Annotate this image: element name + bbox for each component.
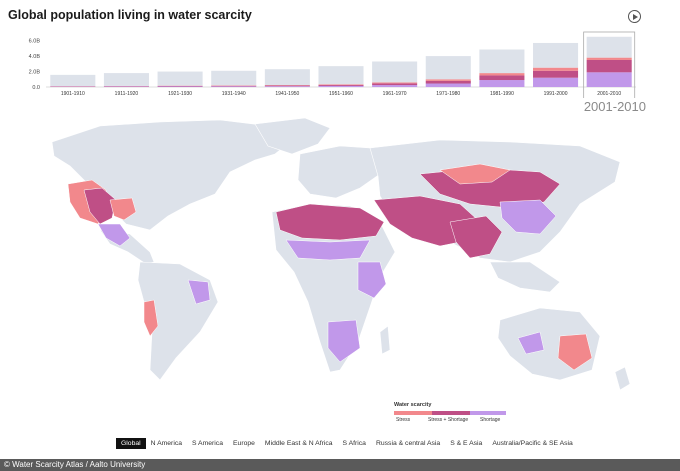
bar-shortage-1921-1930[interactable] (157, 86, 203, 87)
y-tick-label: 0.0 (32, 85, 40, 91)
tab-s-e-asia[interactable]: S & E Asia (450, 440, 483, 447)
x-tick-label[interactable]: 2001-2010 (597, 91, 621, 97)
region-tabs: Global N America S America Europe Middle… (116, 438, 578, 449)
us-west-stress-shortage (83, 187, 117, 225)
selected-bar-highlight (583, 31, 636, 98)
legend-label-shortage: Shortage (480, 417, 501, 423)
water-scarcity-regions (67, 163, 593, 371)
bar-shortage-1991-2000[interactable] (533, 77, 579, 87)
legend-label-stress: Stress (396, 417, 411, 423)
south-asia-stress-shortage (449, 215, 503, 259)
legend-title: Water scarcity (394, 402, 432, 408)
x-tick-label[interactable]: 1931-1940 (222, 91, 246, 97)
bar-stress-2001-2010[interactable] (586, 57, 632, 60)
legend-swatch-stress (394, 411, 432, 415)
madagascar (379, 325, 391, 355)
x-tick-label[interactable]: 1971-1980 (436, 91, 460, 97)
x-tick-label[interactable]: 1941-1950 (275, 91, 299, 97)
brazil-shortage (187, 279, 211, 305)
bar-shortage-1981-1990[interactable] (479, 80, 525, 87)
bar-stress-shortage-1931-1940[interactable] (211, 85, 257, 87)
southeast-asia (489, 261, 561, 293)
bar-shortage-1941-1950[interactable] (264, 86, 310, 87)
bar-stress-shortage-1981-1990[interactable] (479, 75, 525, 81)
bar-unaffected-1981-1990[interactable] (479, 49, 525, 74)
bar-unaffected-1951-1960[interactable] (318, 66, 364, 85)
greenland (254, 117, 331, 155)
x-tick-label[interactable]: 1901-1910 (61, 91, 85, 97)
bar-unaffected-1971-1980[interactable] (425, 56, 471, 80)
tab-n-america[interactable]: N America (150, 440, 183, 447)
credit-bar: © Water Scarcity Atlas / Aalto Universit… (0, 459, 680, 471)
bar-stress-shortage-2001-2010[interactable] (586, 59, 632, 73)
bar-shortage-1961-1970[interactable] (372, 85, 418, 87)
x-tick-label[interactable]: 1921-1930 (168, 91, 192, 97)
bar-unaffected-1911-1920[interactable] (103, 73, 149, 86)
bar-shortage-2001-2010[interactable] (586, 72, 632, 87)
y-tick-label: 4.0B (29, 54, 41, 60)
selected-decade-label: 2001-2010 (583, 99, 646, 114)
page-title: Global population living in water scarci… (8, 8, 252, 22)
bar-stress-shortage-1951-1960[interactable] (318, 84, 364, 86)
x-tick-label[interactable]: 1911-1920 (115, 91, 139, 97)
tab-middle-east-n-africa[interactable]: Middle East & N Africa (264, 440, 333, 447)
bar-unaffected-1901-1910[interactable] (50, 74, 96, 87)
new-zealand (614, 366, 631, 391)
central-asia-stress (439, 163, 511, 185)
bar-stress-shortage-1961-1970[interactable] (372, 83, 418, 86)
bar-stress-1961-1970[interactable] (372, 82, 418, 84)
bar-unaffected-1941-1950[interactable] (264, 69, 310, 86)
world-map (51, 117, 631, 391)
play-icon[interactable] (628, 10, 641, 23)
x-tick-label[interactable]: 1981-1990 (490, 91, 514, 97)
x-tick-label[interactable]: 1961-1970 (383, 91, 407, 97)
tab-europe[interactable]: Europe (233, 440, 255, 447)
southern-africa-shortage (327, 319, 361, 363)
south-america-west-stress (143, 299, 159, 337)
y-tick-label: 2.0B (29, 70, 41, 76)
bar-stress-1971-1980[interactable] (425, 79, 471, 81)
bar-shortage-1951-1960[interactable] (318, 85, 364, 87)
legend: Water scarcity Stress Stress + Shortage … (394, 402, 514, 430)
east-africa-shortage (357, 261, 387, 299)
bar-stress-shortage-1991-2000[interactable] (533, 70, 579, 78)
bar-stress-shortage-1971-1980[interactable] (425, 80, 471, 84)
bar-stress-1981-1990[interactable] (479, 73, 525, 76)
us-plains-stress (109, 197, 137, 221)
legend-label-stress-shortage: Stress + Shortage (428, 417, 469, 423)
x-tick-label[interactable]: 1991-2000 (544, 91, 568, 97)
tab-australia-pacific-se-asia[interactable]: Australia/Pacific & SE Asia (492, 440, 573, 447)
australia-shortage (517, 331, 545, 355)
tab-russia-central-asia[interactable]: Russia & central Asia (375, 440, 441, 447)
bar-shortage-1931-1940[interactable] (211, 86, 257, 87)
bar-stress-1951-1960[interactable] (318, 84, 364, 85)
bar-unaffected-1991-2000[interactable] (533, 42, 579, 68)
bar-stress-1991-2000[interactable] (533, 67, 579, 71)
australia-stress (557, 333, 593, 371)
tab-global[interactable]: Global (116, 438, 146, 449)
china-shortage (499, 199, 557, 235)
legend-swatch-stress-shortage (432, 411, 470, 415)
sahel-shortage (285, 239, 371, 261)
north-africa-stress-shortage (275, 203, 385, 241)
y-tick-label: 6.0B (29, 39, 41, 45)
x-tick-label[interactable]: 1951-1960 (329, 91, 353, 97)
bar-unaffected-1961-1970[interactable] (372, 61, 418, 83)
population-bar-chart: 6.0B 4.0B 2.0B 0.0 1901-1910 1911-1920 1921-19… (29, 31, 636, 98)
bar-unaffected-2001-2010[interactable] (586, 36, 632, 58)
tab-s-africa[interactable]: S Africa (342, 440, 366, 447)
bar-unaffected-1921-1930[interactable] (157, 71, 203, 86)
bar-shortage-1971-1980[interactable] (425, 83, 471, 87)
legend-swatch-shortage (470, 411, 506, 415)
bar-unaffected-1931-1940[interactable] (211, 70, 257, 86)
bar-stress-shortage-1941-1950[interactable] (264, 85, 310, 87)
mexico-shortage (97, 223, 131, 247)
tab-s-america[interactable]: S America (192, 440, 223, 447)
europe (297, 145, 391, 199)
